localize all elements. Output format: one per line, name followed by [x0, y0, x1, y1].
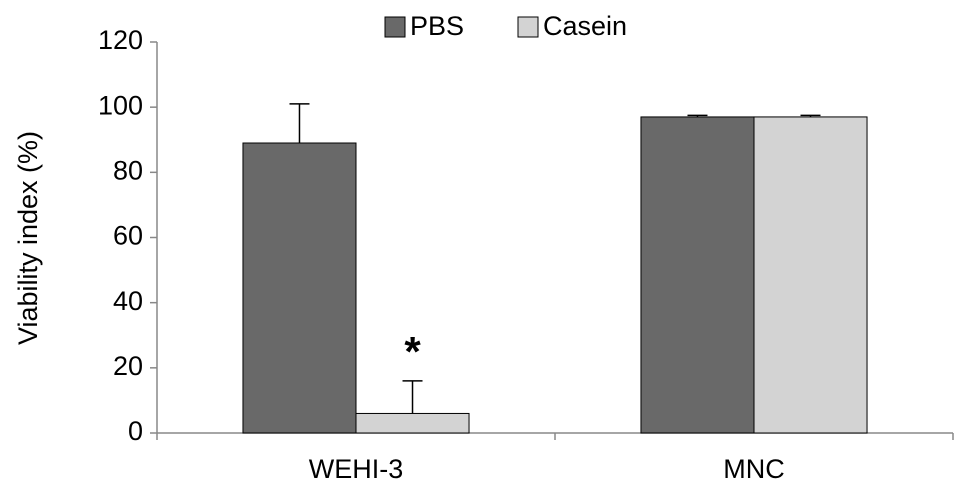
bar — [355, 412, 470, 434]
bar — [753, 116, 868, 434]
error-bar — [289, 103, 310, 144]
x-tick-label: WEHI-3 — [309, 454, 404, 484]
y-tick-label: 40 — [113, 286, 143, 316]
y-tick-label: 20 — [113, 351, 143, 381]
legend-label: Casein — [543, 11, 627, 41]
legend-swatch — [384, 16, 406, 38]
error-bar — [687, 114, 708, 117]
y-tick-label: 80 — [113, 155, 143, 185]
bar — [242, 142, 357, 434]
y-tick-label: 120 — [98, 25, 143, 55]
bar — [640, 116, 755, 434]
x-tick-label: MNC — [723, 454, 785, 484]
y-tick-label: 60 — [113, 221, 143, 251]
y-tick-label: 100 — [98, 90, 143, 120]
legend-label: PBS — [410, 11, 464, 41]
legend-swatch — [517, 16, 539, 38]
error-bar — [402, 380, 423, 414]
annotation: * — [404, 328, 421, 375]
y-tick-label: 0 — [128, 416, 143, 446]
error-bar — [800, 114, 821, 117]
y-axis-label: Viability index (%) — [13, 131, 43, 345]
